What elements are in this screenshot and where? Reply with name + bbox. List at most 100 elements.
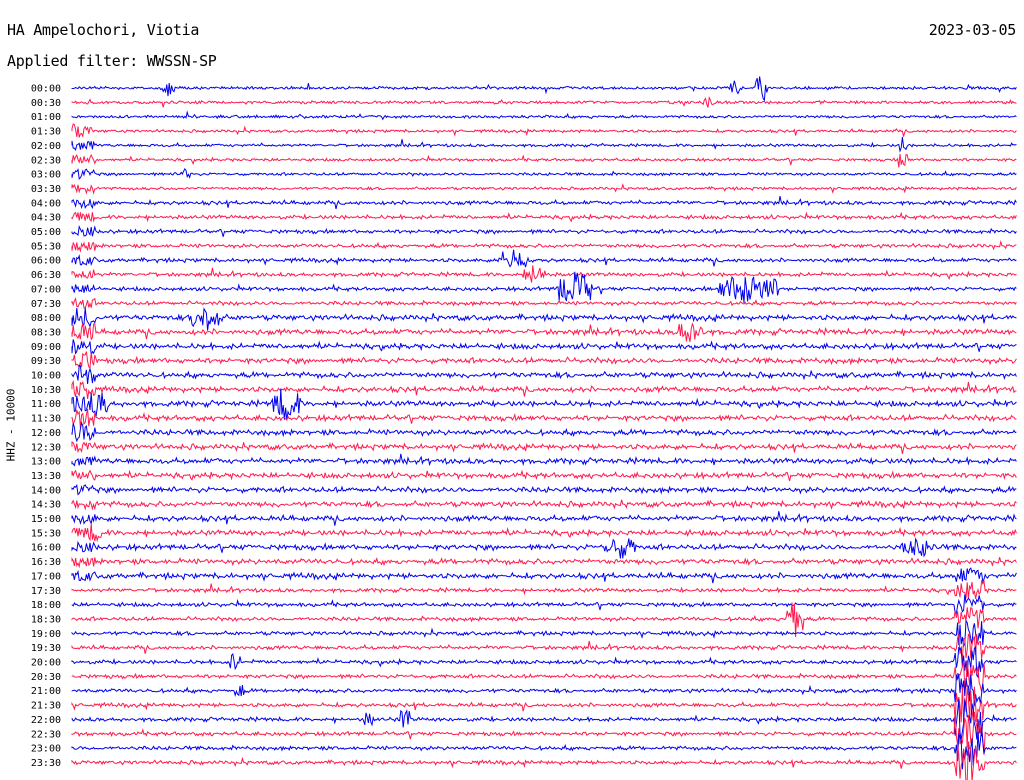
time-label: 06:00: [31, 256, 61, 267]
time-label: 16:30: [31, 557, 61, 568]
trace-line: [71, 567, 1017, 584]
trace-line: [71, 136, 1017, 153]
trace-line: [71, 469, 1017, 482]
time-label: 11:30: [31, 414, 61, 425]
time-label: 20:30: [31, 672, 61, 683]
trace-line: [71, 483, 1017, 496]
time-label: 15:30: [31, 528, 61, 539]
time-label: 09:30: [31, 356, 61, 367]
trace-line: [71, 123, 1017, 139]
trace-line: [71, 499, 1017, 511]
trace-line: [71, 441, 1017, 455]
trace-line: [71, 240, 1017, 253]
time-label: 06:30: [31, 270, 61, 281]
trace-line: [71, 271, 1017, 303]
trace-line: [71, 95, 1017, 108]
time-label: 23:30: [31, 758, 61, 769]
trace-line: [71, 660, 1017, 692]
time-label: 01:00: [31, 112, 61, 123]
trace-line: [71, 196, 1017, 210]
trace-line: [71, 379, 1017, 399]
trace-line: [71, 633, 1017, 661]
trace-line: [71, 249, 1017, 268]
time-label: 13:00: [31, 457, 61, 468]
time-label: 14:30: [31, 500, 61, 511]
time-label: 08:30: [31, 327, 61, 338]
trace-group: [71, 76, 1017, 780]
time-label: 05:30: [31, 241, 61, 252]
trace-line: [71, 523, 1017, 543]
time-label: 21:00: [31, 686, 61, 697]
time-label: 07:00: [31, 284, 61, 295]
filter-label: Applied filter: WWSSN-SP: [7, 52, 217, 70]
time-label: 09:00: [31, 342, 61, 353]
trace-line: [71, 110, 1017, 121]
trace-line: [71, 727, 1017, 770]
trace-line: [71, 579, 1017, 599]
time-label: 17:30: [31, 586, 61, 597]
time-label: 18:30: [31, 614, 61, 625]
trace-line: [71, 645, 1017, 679]
station-title: HA Ampelochori, Viotia: [7, 21, 200, 39]
trace-line: [71, 297, 1017, 309]
trace-line: [71, 307, 1017, 331]
time-label-group: 00:00 00:30 01:00 01:30 02:00 02:30 03:00 03:30…: [31, 84, 61, 769]
time-label: 08:00: [31, 313, 61, 324]
time-label: 04:00: [31, 198, 61, 209]
time-label: 19:30: [31, 643, 61, 654]
trace-line: [71, 699, 1017, 740]
time-label: 00:00: [31, 84, 61, 95]
time-label: 15:00: [31, 514, 61, 525]
time-label: 00:30: [31, 98, 61, 109]
trace-line: [71, 741, 1017, 780]
trace-line: [71, 711, 1017, 755]
time-label: 01:30: [31, 127, 61, 138]
time-label: 22:30: [31, 729, 61, 740]
time-label: 14:00: [31, 485, 61, 496]
time-label: 10:00: [31, 371, 61, 382]
time-label: 02:00: [31, 141, 61, 152]
time-label: 11:00: [31, 399, 61, 410]
time-label: 02:30: [31, 155, 61, 166]
trace-line: [71, 364, 1017, 384]
trace-line: [71, 556, 1017, 569]
time-label: 07:30: [31, 299, 61, 310]
date-label: 2023-03-05: [928, 21, 1017, 39]
time-label: 21:30: [31, 701, 61, 712]
trace-line: [71, 602, 1017, 638]
time-label: 19:00: [31, 629, 61, 640]
trace-line: [71, 211, 1017, 223]
trace-line: [71, 265, 1017, 283]
trace-line: [71, 225, 1017, 237]
trace-line: [71, 388, 1017, 421]
trace-line: [71, 686, 1017, 723]
trace-line: [71, 619, 1017, 648]
time-label: 03:30: [31, 184, 61, 195]
trace-line: [71, 76, 1017, 102]
time-label: 04:30: [31, 213, 61, 224]
time-label: 13:30: [31, 471, 61, 482]
trace-line: [71, 153, 1017, 168]
time-label: 18:00: [31, 600, 61, 611]
time-label: 23:00: [31, 744, 61, 755]
trace-line: [71, 339, 1017, 355]
trace-line: [71, 673, 1017, 707]
time-label: 12:00: [31, 428, 61, 439]
trace-line: [71, 537, 1017, 559]
time-label: 12:30: [31, 442, 61, 453]
time-label: 22:00: [31, 715, 61, 726]
trace-line: [71, 322, 1017, 343]
time-label: 03:00: [31, 170, 61, 181]
trace-line: [71, 594, 1017, 615]
trace-line: [71, 351, 1017, 369]
time-label: 05:00: [31, 227, 61, 238]
trace-line: [71, 453, 1017, 467]
time-label: 20:00: [31, 658, 61, 669]
time-label: 16:00: [31, 543, 61, 554]
trace-line: [71, 168, 1017, 180]
trace-line: [71, 182, 1017, 195]
trace-line: [71, 511, 1017, 526]
time-label: 10:30: [31, 385, 61, 396]
time-label: 17:00: [31, 571, 61, 582]
